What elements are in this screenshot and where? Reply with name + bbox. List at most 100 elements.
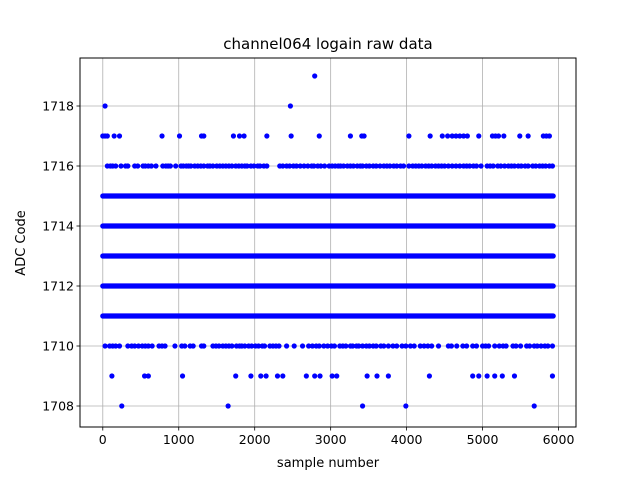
point-1710-72 (399, 343, 405, 349)
point-1710-73 (403, 343, 409, 349)
point-1710-105 (549, 343, 556, 349)
x-axis-label: sample number (277, 456, 380, 471)
point-1709-14 (334, 373, 340, 379)
point-1709-2 (145, 373, 151, 379)
point-1717-27 (476, 133, 482, 139)
point-1716-67 (340, 163, 347, 169)
point-1710-87 (473, 343, 480, 349)
point-1710-35 (249, 343, 255, 349)
point-1716-77 (373, 163, 379, 169)
point-1717-3 (111, 133, 117, 139)
point-1717-22 (449, 133, 455, 139)
point-1717-18 (406, 133, 412, 139)
point-1716-85 (400, 163, 407, 169)
point-1717-8 (201, 133, 207, 139)
point-1710-0 (102, 343, 108, 349)
point-1709-11 (312, 373, 318, 379)
point-1709-16 (374, 373, 380, 379)
point-1716-8 (135, 163, 141, 169)
point-1716-27 (201, 163, 207, 169)
point-1710-7 (132, 343, 138, 349)
point-1709-25 (549, 373, 556, 379)
point-1710-5 (125, 343, 131, 349)
point-1716-54 (297, 163, 303, 169)
y-tick-label-3: 1714 (42, 219, 74, 234)
point-1710-102 (538, 343, 544, 349)
point-1709-24 (511, 373, 518, 379)
point-1709-6 (258, 373, 264, 379)
point-1717-14 (316, 133, 322, 139)
y-tick-label-2: 1712 (42, 279, 74, 294)
point-1709-22 (492, 373, 498, 379)
point-1716-101 (457, 163, 463, 169)
point-1719-0 (312, 73, 318, 79)
point-1716-99 (449, 163, 455, 169)
point-1710-44 (284, 343, 290, 349)
point-1709-1 (141, 373, 148, 379)
point-1710-39 (261, 343, 268, 349)
point-1717-15 (347, 133, 354, 139)
point-1716-47 (264, 163, 270, 169)
point-1717-26 (464, 133, 470, 139)
point-1710-15 (162, 343, 168, 349)
point-1716-49 (280, 163, 286, 169)
point-1710-83 (454, 343, 460, 349)
point-1710-90 (486, 343, 492, 349)
point-1710-3 (113, 343, 119, 349)
point-1710-51 (321, 343, 327, 349)
point-1710-84 (460, 343, 466, 349)
point-1716-18 (173, 163, 179, 169)
point-1717-13 (288, 133, 294, 139)
point-1716-98 (445, 163, 451, 169)
point-1710-99 (527, 343, 533, 349)
point-1710-33 (242, 343, 248, 349)
point-1709-17 (385, 373, 391, 379)
point-1710-61 (356, 343, 362, 349)
point-1710-71 (394, 343, 400, 349)
point-1716-86 (406, 163, 412, 169)
y-tick-label-5: 1718 (42, 99, 74, 114)
point-1710-76 (417, 343, 423, 349)
point-1716-60 (318, 163, 324, 169)
point-1710-82 (448, 343, 455, 349)
point-1716-43 (251, 163, 257, 169)
point-1710-85 (464, 343, 470, 349)
point-1709-19 (470, 373, 476, 379)
point-1716-116 (511, 163, 518, 169)
point-1716-23 (188, 163, 194, 169)
point-1710-16 (172, 343, 178, 349)
point-1716-104 (467, 163, 473, 169)
point-1717-12 (264, 133, 270, 139)
point-1710-4 (116, 343, 123, 349)
chart-title: channel064 logain raw data (223, 35, 432, 53)
point-1710-101 (534, 343, 540, 349)
point-1716-125 (543, 163, 549, 169)
plot-frame (79, 57, 577, 428)
point-1716-51 (287, 163, 293, 169)
point-1709-10 (303, 373, 309, 379)
point-1716-122 (533, 163, 539, 169)
x-tick-label-5: 5000 (467, 432, 499, 447)
point-1716-93 (429, 163, 435, 169)
point-1710-64 (366, 343, 372, 349)
x-tick-label-0: 0 (99, 432, 107, 447)
point-1709-13 (329, 373, 335, 379)
point-1710-37 (255, 343, 262, 349)
point-1710-96 (513, 343, 519, 349)
point-1716-78 (377, 163, 383, 169)
point-1710-45 (291, 343, 297, 349)
point-1708-1 (225, 403, 231, 409)
x-tick-label-3: 3000 (315, 432, 347, 447)
point-1716-30 (210, 163, 216, 169)
point-1717-19 (427, 133, 433, 139)
point-1710-57 (343, 343, 349, 349)
point-1717-30 (495, 133, 502, 139)
point-1716-53 (293, 163, 300, 169)
point-1716-56 (305, 163, 311, 169)
point-1710-68 (381, 343, 387, 349)
point-1709-3 (179, 373, 186, 379)
point-1717-24 (457, 133, 463, 139)
point-1710-12 (149, 343, 155, 349)
point-1710-47 (306, 343, 312, 349)
point-1710-8 (135, 343, 142, 349)
